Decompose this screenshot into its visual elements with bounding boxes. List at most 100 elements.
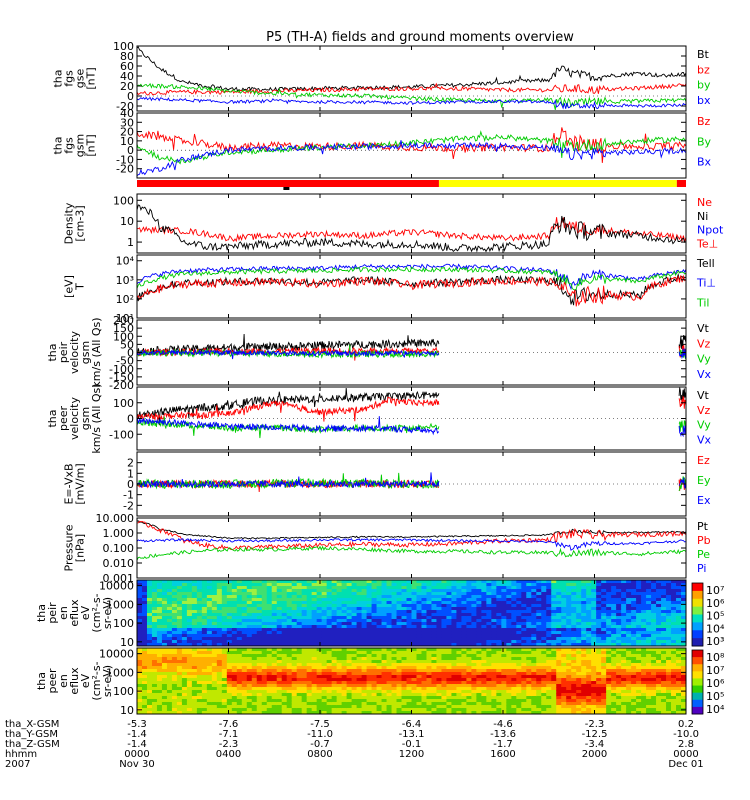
spectrogram-cell <box>286 705 293 709</box>
spectrogram-cell <box>391 666 398 670</box>
spectrogram-cell <box>556 705 562 709</box>
spectrogram-cell <box>181 681 188 685</box>
spectrogram-cell <box>321 690 328 694</box>
spectrogram-cell <box>446 702 453 706</box>
spectrogram-cell <box>191 663 198 667</box>
spectrogram-cell <box>531 684 537 688</box>
spectrogram-cell <box>576 672 582 676</box>
spectrogram-cell <box>561 589 567 593</box>
spectrogram-cell <box>146 684 153 688</box>
spectrogram-cell <box>191 619 198 623</box>
spectrogram-cell <box>166 669 173 673</box>
spectrogram-cell <box>151 592 158 596</box>
spectrogram-cell <box>366 634 373 638</box>
spectrogram-cell <box>331 696 338 700</box>
spectrogram-cell <box>241 643 248 646</box>
spectrogram-cell <box>506 651 512 655</box>
spectrogram-cell <box>241 696 248 700</box>
spectrogram-cell <box>306 693 313 697</box>
spectrogram-cell <box>216 601 223 605</box>
spectrogram-cell <box>531 651 537 655</box>
spectrogram-cell <box>151 654 158 658</box>
spectrogram-cell <box>346 648 353 652</box>
spectrogram-cell <box>161 654 168 658</box>
spectrogram-cell <box>386 651 393 655</box>
spectrogram-cell <box>211 631 218 635</box>
spectrogram-cell <box>611 648 617 652</box>
spectrogram-cell <box>371 657 378 661</box>
spectrogram-cell <box>316 592 323 596</box>
spectrogram-cell <box>476 666 482 670</box>
spectrogram-cell <box>506 625 512 629</box>
spectrogram-cell <box>201 690 208 694</box>
spectrogram-cell <box>541 657 547 661</box>
spectrogram-cell <box>401 681 408 685</box>
spectrogram-cell <box>611 586 617 590</box>
spectrogram-cell <box>306 622 313 626</box>
spectrogram-cell <box>591 631 597 635</box>
spectrogram-cell <box>596 690 602 694</box>
spectrogram-cell <box>636 625 642 629</box>
spectrogram-cell <box>316 613 323 617</box>
spectrogram-cell <box>211 619 218 623</box>
spectrogram-cell <box>166 583 173 587</box>
spectrogram-cell <box>531 610 537 614</box>
spectrogram-cell <box>436 705 443 709</box>
spectrogram-cell <box>186 610 193 614</box>
spectrogram-cell <box>536 616 542 620</box>
spectrogram-cell <box>336 604 343 608</box>
spectrogram-cell <box>176 651 183 655</box>
spectrogram-cell <box>196 583 203 587</box>
spectrogram-cell <box>471 619 477 623</box>
spectrogram-cell <box>471 690 477 694</box>
spectrogram-cell <box>351 657 358 661</box>
spectrogram-cell <box>411 583 418 587</box>
spectrogram-cell <box>321 610 328 614</box>
spectrogram-cell <box>296 580 303 584</box>
spectrogram-cell <box>336 640 343 644</box>
spectrogram-cell <box>601 648 607 652</box>
spectrogram-cell <box>206 672 213 676</box>
spectrogram-cell <box>276 592 283 596</box>
spectrogram-cell <box>236 601 243 605</box>
spectrogram-cell <box>471 583 477 587</box>
spectrogram-cell <box>191 640 198 644</box>
spectrogram-cell <box>311 696 318 700</box>
spectrogram-cell <box>336 687 343 691</box>
spectrogram-cell <box>431 589 438 593</box>
spectrogram-cell <box>276 666 283 670</box>
spectrogram-cell <box>146 651 153 655</box>
spectrogram-cell <box>286 622 293 626</box>
spectrogram-cell <box>666 616 672 620</box>
spectrogram-cell <box>521 711 527 714</box>
spectrogram-cell <box>576 651 582 655</box>
spectrogram-cell <box>561 660 567 664</box>
spectrogram-cell <box>401 604 408 608</box>
spectrogram-cell <box>566 681 572 685</box>
spectrogram-cell <box>181 708 188 712</box>
spectrogram-cell <box>137 660 143 664</box>
spectrogram-cell <box>386 708 393 712</box>
spectrogram-cell <box>646 607 652 611</box>
spectrogram-cell <box>171 616 178 620</box>
spectrogram-cell <box>436 631 443 635</box>
spectrogram-cell <box>531 634 537 638</box>
spectrogram-cell <box>471 678 477 682</box>
spectrogram-cell <box>156 657 163 661</box>
spectrogram-cell <box>476 634 482 638</box>
spectrogram-cell <box>226 660 233 664</box>
spectrogram-cell <box>661 580 667 584</box>
spectrogram-cell <box>466 580 472 584</box>
spectrogram-cell <box>286 616 293 620</box>
spectrogram-cell <box>306 595 313 599</box>
spectrogram-cell <box>176 681 183 685</box>
spectrogram-cell <box>181 628 188 632</box>
spectrogram-cell <box>406 589 413 593</box>
spectrogram-cell <box>296 610 303 614</box>
spectrogram-cell <box>456 580 463 584</box>
spectrogram-cell <box>341 589 348 593</box>
spectrogram-cell <box>541 690 547 694</box>
spectrogram-cell <box>471 640 477 644</box>
spectrogram-cell <box>311 699 318 703</box>
spectrogram-cell <box>461 622 467 626</box>
